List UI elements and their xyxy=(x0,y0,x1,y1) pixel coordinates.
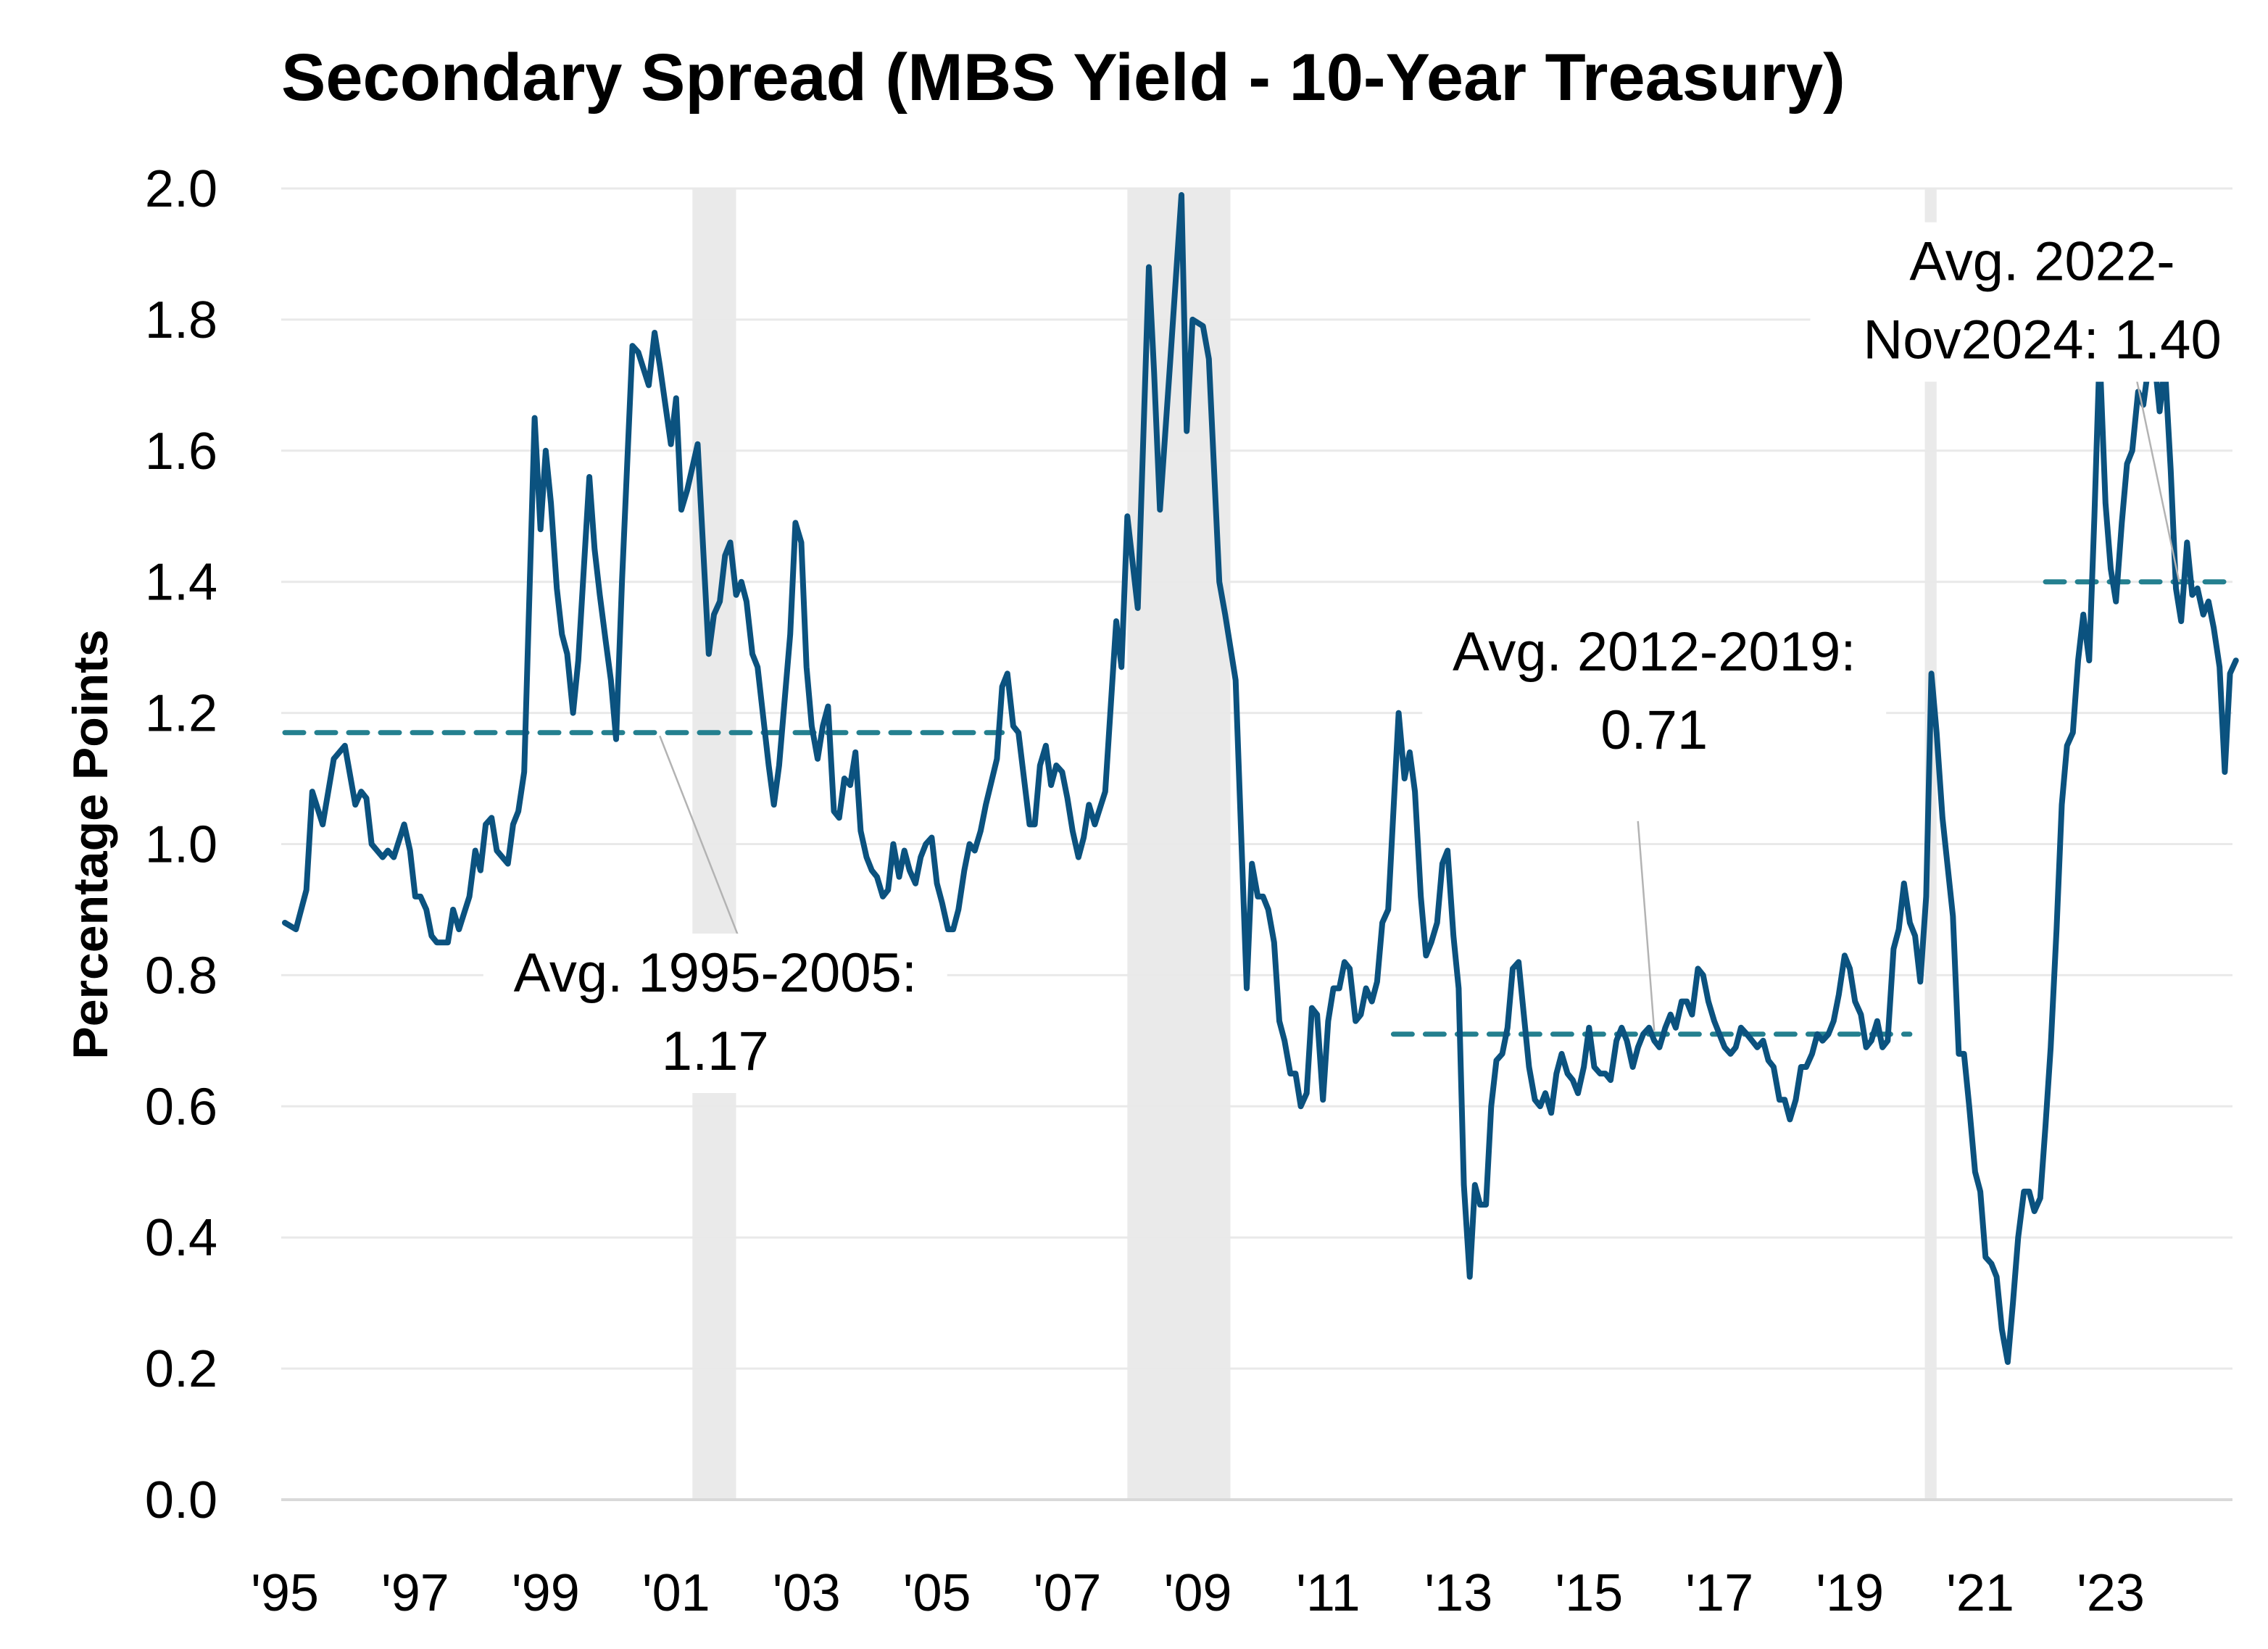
y-tick-label: 0.4 xyxy=(145,1209,217,1267)
x-tick-label: '97 xyxy=(381,1564,449,1622)
y-tick-label: 1.6 xyxy=(145,423,217,481)
annotation-leader-line xyxy=(659,735,746,953)
y-tick-label: 0.6 xyxy=(145,1078,217,1136)
x-tick-label: '09 xyxy=(1164,1564,1232,1622)
x-axis-ticks: '95 '97 '99 '01 '03 '05 '07 '09 '11 '13 '15 '17 '19 '… xyxy=(251,1564,2145,1622)
y-axis-ticks: 0.0 0.2 0.4 0.6 0.8 1.0 1.2 1.4 1.6 1.8 2.0 xyxy=(145,160,217,1529)
x-tick-label: '19 xyxy=(1816,1564,1884,1622)
x-tick-label: '01 xyxy=(642,1564,710,1622)
x-tick-label: '03 xyxy=(773,1564,841,1622)
chart-title: Secondary Spread (MBS Yield - 10-Year Tr… xyxy=(281,41,1845,115)
annotation-label-line1: Avg. 1995-2005: xyxy=(514,942,917,1004)
annotation-background xyxy=(1810,222,2268,382)
average-annotations: Avg. 1995-2005: 1.17 Avg. 2012-2019: 0.71 Av… xyxy=(483,222,2268,1094)
y-tick-label: 1.0 xyxy=(145,816,217,874)
x-tick-label: '13 xyxy=(1424,1564,1492,1622)
annotation-label-line1: Avg. 2022- xyxy=(1909,231,2174,293)
annotation-label-line2: 1.17 xyxy=(662,1021,769,1082)
x-tick-label: '99 xyxy=(512,1564,580,1622)
annotation-leader-line xyxy=(1637,821,1656,1031)
annotation-background xyxy=(1422,612,1887,772)
y-tick-label: 0.0 xyxy=(145,1471,217,1529)
x-tick-label: '95 xyxy=(251,1564,319,1622)
y-tick-label: 0.8 xyxy=(145,947,217,1005)
x-tick-label: '17 xyxy=(1685,1564,1753,1622)
x-tick-label: '23 xyxy=(2077,1564,2145,1622)
y-tick-label: 1.4 xyxy=(145,554,217,612)
x-tick-label: '21 xyxy=(1946,1564,2014,1622)
annotation-background xyxy=(483,934,947,1094)
series-line-secondary-spread xyxy=(282,192,2239,1366)
annotation-label-line2: Nov2024: 1.40 xyxy=(1863,310,2221,371)
y-tick-label: 1.2 xyxy=(145,685,217,743)
annotation-label-line2: 0.71 xyxy=(1600,699,1708,761)
x-tick-label: '11 xyxy=(1296,1564,1361,1622)
x-tick-label: '07 xyxy=(1034,1564,1102,1622)
x-tick-label: '15 xyxy=(1555,1564,1623,1622)
y-tick-label: 0.2 xyxy=(145,1340,217,1398)
x-tick-label: '05 xyxy=(903,1564,971,1622)
y-tick-label: 2.0 xyxy=(145,160,217,218)
y-axis-label: Percentage Points xyxy=(63,629,118,1059)
y-tick-label: 1.8 xyxy=(145,291,217,349)
annotation-label-line1: Avg. 2012-2019: xyxy=(1453,621,1856,683)
